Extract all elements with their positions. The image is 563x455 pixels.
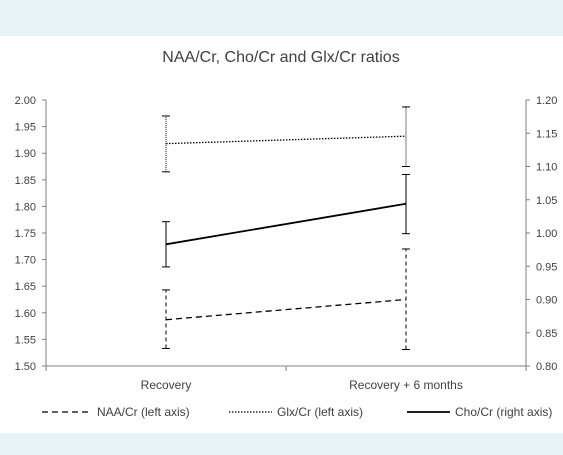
axes: 1.50 1.55 1.60 1.65 1.70 1.75 1.80 1.85 1.90 1.95… <box>15 95 558 392</box>
left-tick-label: 1.85 <box>15 175 36 187</box>
legend-item: NAA/Cr (left axis) <box>42 405 190 419</box>
right-tick-label: 0.95 <box>536 261 557 273</box>
legend-label: NAA/Cr (left axis) <box>97 405 190 419</box>
bottom-band <box>0 433 563 455</box>
x-category-label: Recovery + 6 months <box>349 378 463 392</box>
legend-item: Glx/Cr (left axis) <box>229 405 363 419</box>
right-tick-label: 0.80 <box>536 361 557 373</box>
top-band <box>0 0 563 36</box>
left-tick-label: 1.95 <box>15 122 36 134</box>
right-tick-label: 1.20 <box>536 95 557 107</box>
left-tick-label: 1.65 <box>15 281 36 293</box>
series-line <box>165 135 407 145</box>
legend-label: Cho/Cr (right axis) <box>455 405 552 419</box>
series-2 <box>162 173 410 268</box>
left-tick-label: 1.75 <box>15 228 36 240</box>
left-tick-label: 1.90 <box>15 148 36 160</box>
left-tick-label: 1.55 <box>15 334 36 346</box>
left-tick-label: 1.80 <box>15 201 36 213</box>
legend: NAA/Cr (left axis) Glx/Cr (left axis) Cho/… <box>42 405 552 419</box>
series-line <box>165 298 407 321</box>
right-tick-label: 0.85 <box>536 328 557 340</box>
series-line <box>165 202 407 246</box>
right-tick-label: 1.15 <box>536 128 557 140</box>
legend-item: Cho/Cr (right axis) <box>407 405 552 419</box>
series-0 <box>162 248 410 351</box>
series-1 <box>162 106 410 173</box>
left-tick-label: 1.60 <box>15 308 36 320</box>
left-tick-label: 1.70 <box>15 255 36 267</box>
right-tick-label: 0.90 <box>536 295 557 307</box>
chart-title: NAA/Cr, Cho/Cr and Glx/Cr ratios <box>162 49 399 66</box>
legend-label: Glx/Cr (left axis) <box>277 405 363 419</box>
right-tick-label: 1.10 <box>536 162 557 174</box>
right-tick-label: 1.05 <box>536 195 557 207</box>
x-category-label: Recovery <box>141 378 192 392</box>
series-layer <box>162 106 410 351</box>
left-tick-label: 1.50 <box>15 361 36 373</box>
right-tick-label: 1.00 <box>536 228 557 240</box>
left-tick-label: 2.00 <box>15 95 36 107</box>
